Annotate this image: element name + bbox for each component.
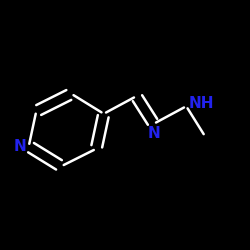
Text: NH: NH [189,96,214,111]
Text: N: N [148,126,160,141]
Text: N: N [14,139,26,154]
